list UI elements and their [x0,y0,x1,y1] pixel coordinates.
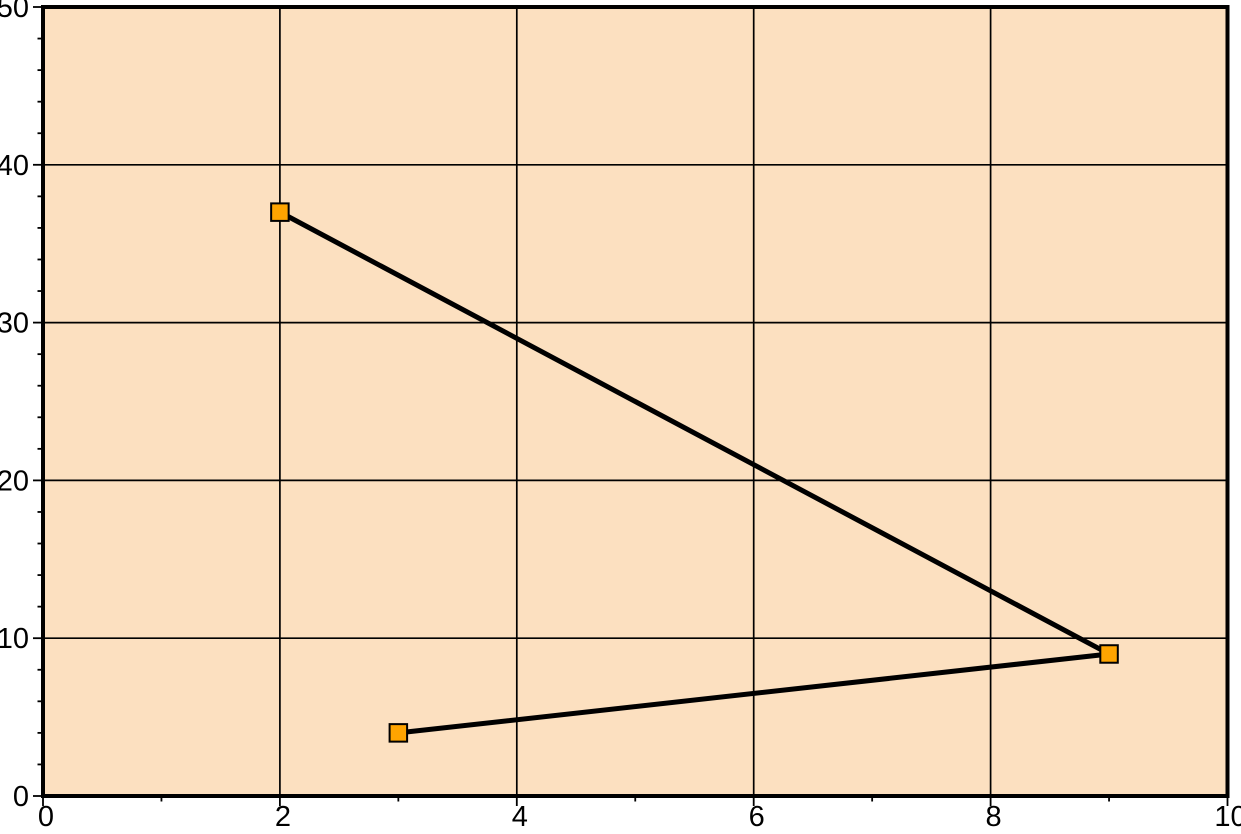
svg-text:10: 10 [0,623,29,655]
svg-text:50: 50 [0,0,29,24]
svg-text:20: 20 [0,465,29,497]
svg-text:10: 10 [1214,801,1241,833]
svg-text:0: 0 [38,801,54,833]
svg-text:40: 40 [0,150,29,182]
svg-text:0: 0 [13,781,29,813]
svg-text:8: 8 [986,801,1002,833]
svg-text:6: 6 [749,801,765,833]
svg-text:2: 2 [275,801,291,833]
svg-text:30: 30 [0,308,29,340]
svg-text:4: 4 [512,801,528,833]
